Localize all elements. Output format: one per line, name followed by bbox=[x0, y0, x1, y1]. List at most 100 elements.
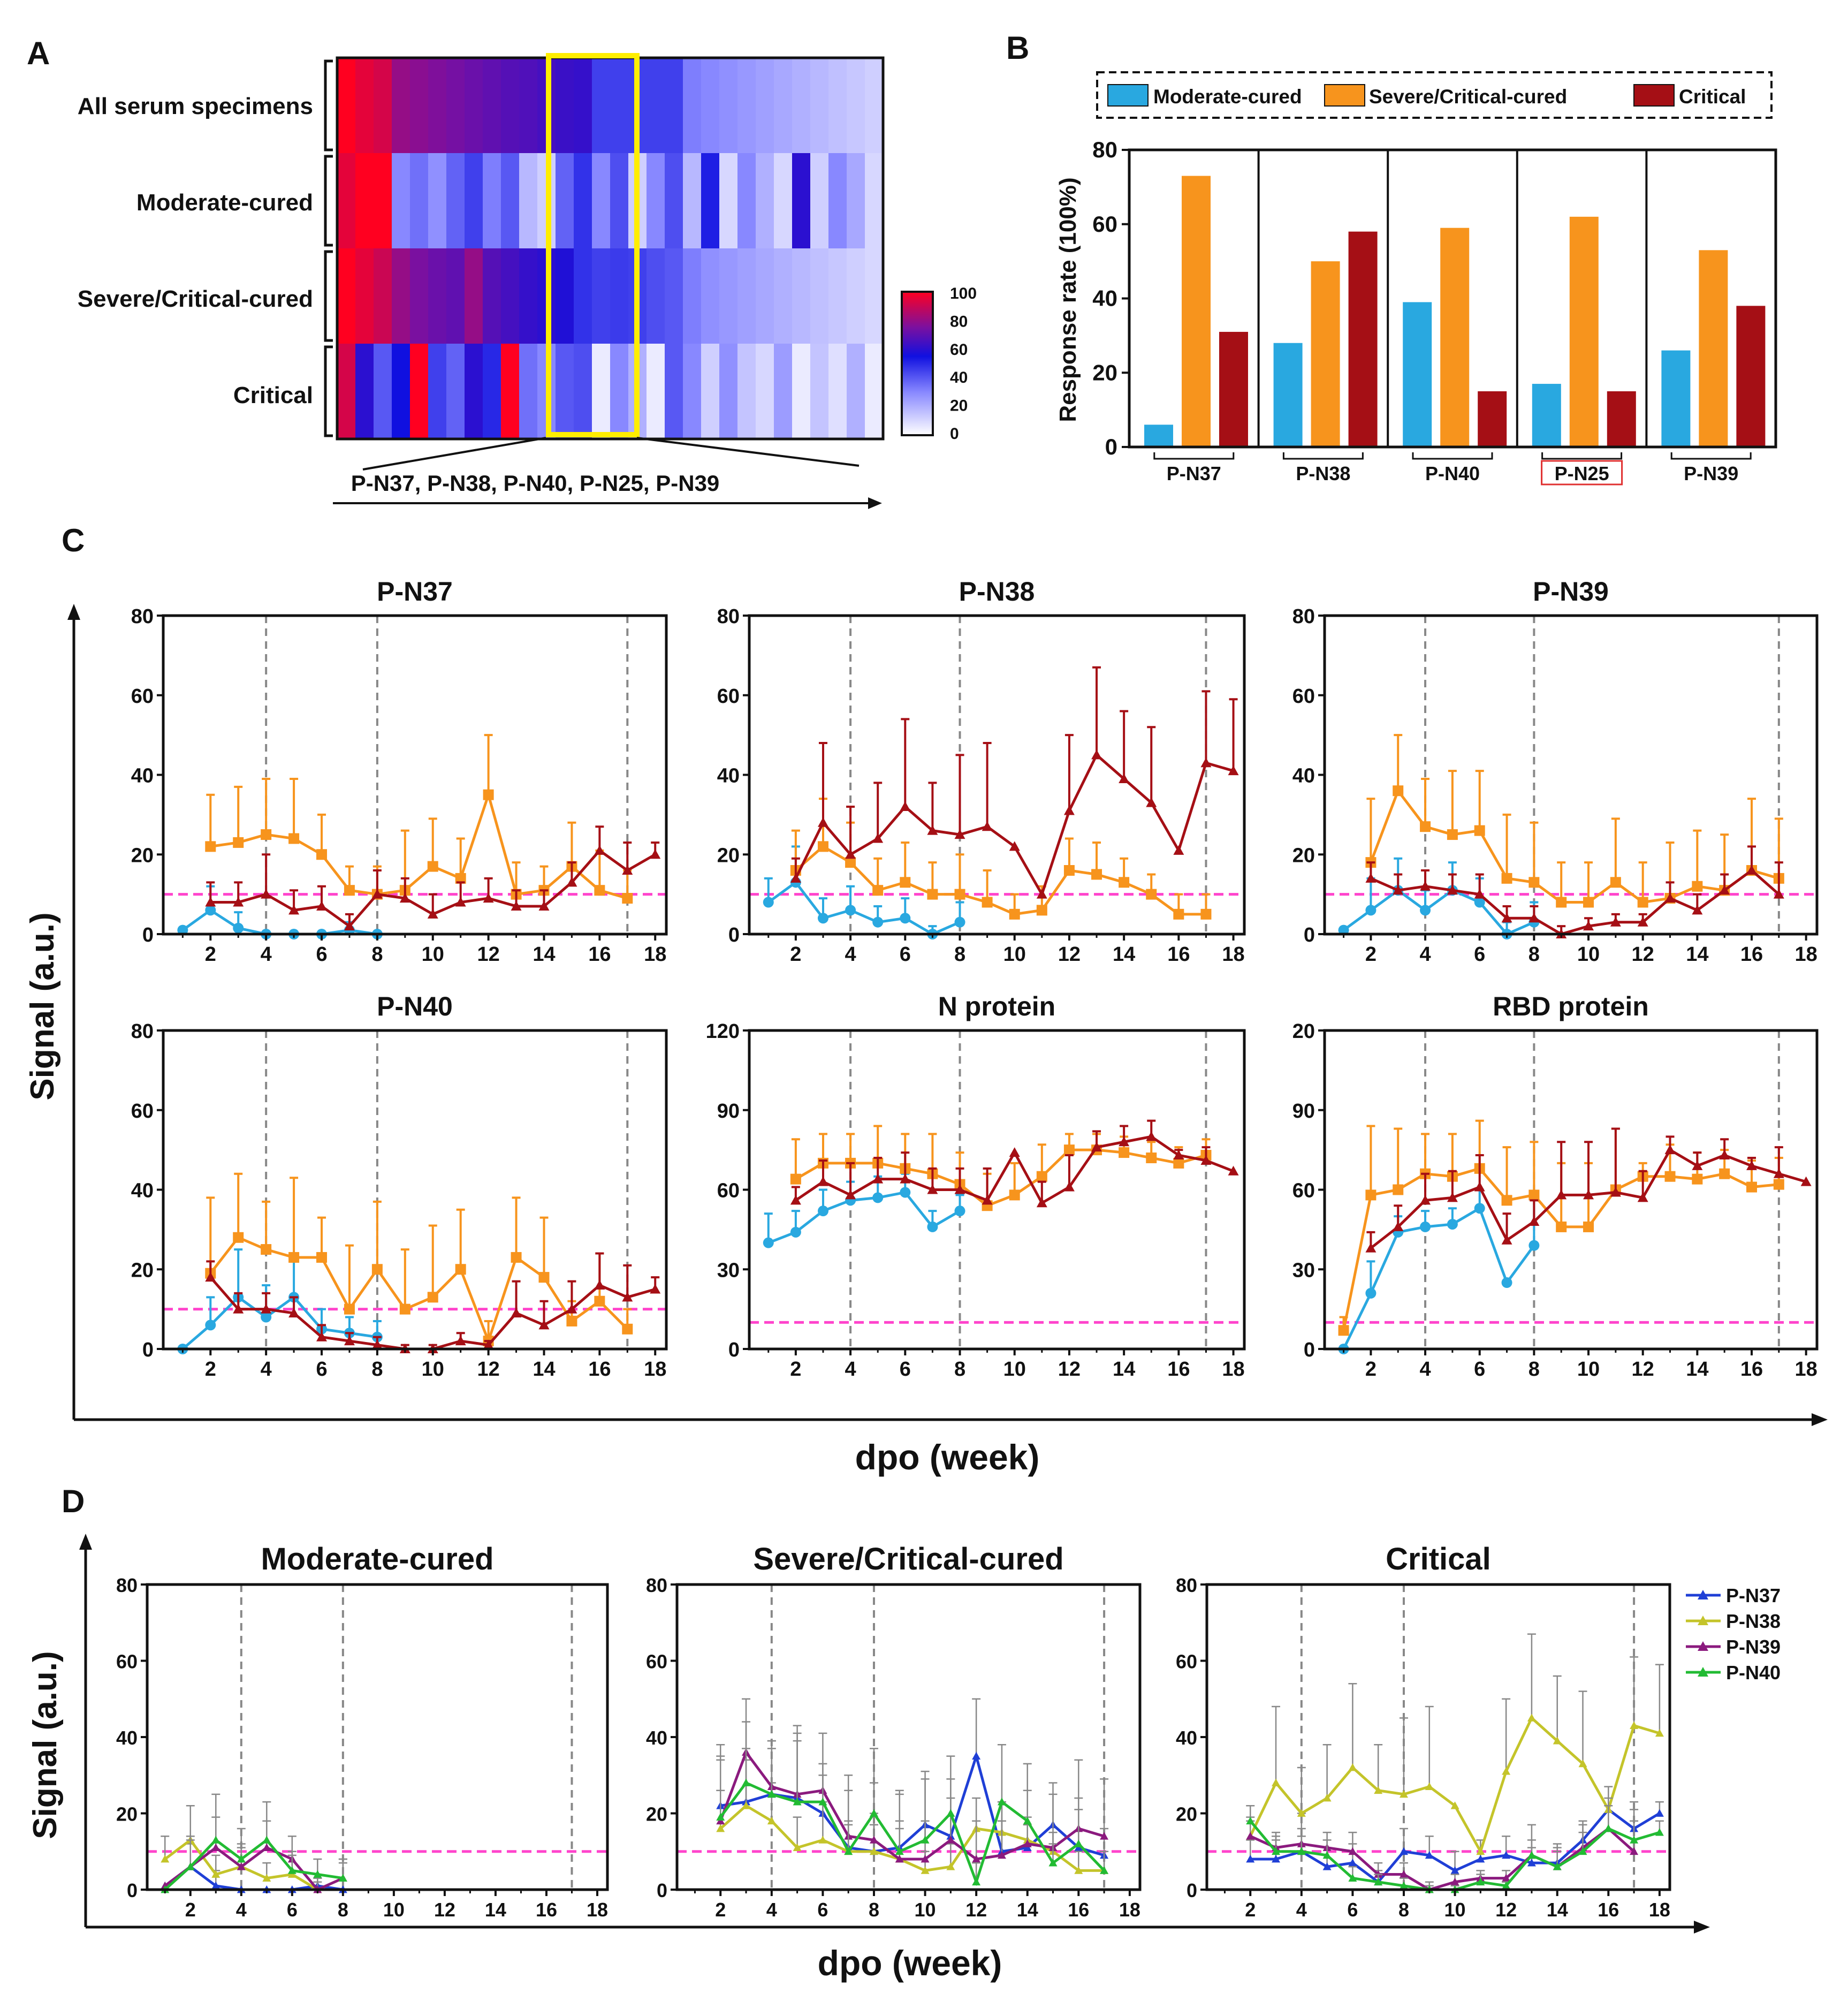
heatmap-cell bbox=[392, 153, 410, 249]
data-point bbox=[1420, 1221, 1431, 1232]
category-bracket bbox=[1282, 452, 1364, 460]
line-plot-c2: 0 20 40 60 80 2 4 6 8 10 12 14 16 18 P-N38 bbox=[717, 577, 1246, 966]
data-point bbox=[1399, 1870, 1408, 1878]
data-point bbox=[1420, 905, 1431, 916]
heatmap-cell bbox=[374, 58, 392, 154]
heatmap-cells bbox=[337, 58, 884, 439]
data-point bbox=[818, 1836, 827, 1844]
data-point bbox=[1447, 1218, 1458, 1230]
heatmap-cell bbox=[592, 248, 611, 344]
data-point bbox=[1091, 1142, 1102, 1152]
data-point bbox=[1393, 885, 1404, 895]
panel-label-c: C bbox=[62, 522, 85, 558]
data-point bbox=[1528, 1216, 1540, 1226]
x-tick-label: 12 bbox=[477, 943, 499, 966]
x-tick-label: 12 bbox=[434, 1899, 455, 1921]
data-point bbox=[316, 900, 328, 911]
heatmap-cell bbox=[355, 153, 374, 249]
data-point bbox=[1474, 1203, 1485, 1214]
data-point bbox=[1655, 1828, 1664, 1836]
data-point bbox=[895, 1855, 904, 1863]
series-line-p-n38 bbox=[719, 1804, 1105, 1872]
heatmap-cell bbox=[756, 344, 774, 439]
data-point bbox=[1476, 1855, 1485, 1863]
x-tick-label: 4 bbox=[261, 943, 272, 966]
x-tick-label: 16 bbox=[1740, 1358, 1763, 1381]
data-point bbox=[900, 913, 911, 924]
heatmap-cell bbox=[501, 248, 520, 344]
x-tick-label: 8 bbox=[869, 1899, 879, 1921]
data-point bbox=[1272, 1778, 1281, 1786]
data-point bbox=[1746, 865, 1758, 875]
data-point bbox=[1322, 1794, 1332, 1802]
y-tick-label: 40 bbox=[131, 765, 154, 787]
data-point bbox=[1692, 881, 1703, 892]
x-tick-label: 10 bbox=[1003, 943, 1026, 966]
series-line-p-n39 bbox=[719, 1749, 1105, 1861]
x-tick-label: 4 bbox=[1419, 1358, 1431, 1381]
data-point bbox=[972, 1855, 981, 1863]
data-point bbox=[1501, 1234, 1512, 1245]
data-point bbox=[1450, 1801, 1459, 1809]
data-point bbox=[1100, 1832, 1109, 1840]
heatmap-row-bracket bbox=[324, 155, 333, 247]
legend-label: P-N40 bbox=[1726, 1662, 1781, 1684]
category-bracket bbox=[1412, 452, 1493, 460]
data-point bbox=[1091, 869, 1102, 880]
data-point bbox=[1528, 913, 1540, 923]
data-point bbox=[1399, 1881, 1408, 1890]
data-point bbox=[869, 1847, 878, 1855]
bar-p-n37-critical bbox=[1219, 331, 1248, 447]
x-tick-label: 16 bbox=[1598, 1899, 1619, 1921]
data-point bbox=[1074, 1839, 1083, 1847]
x-tick-label: 16 bbox=[1167, 1358, 1190, 1381]
heatmap-cell bbox=[519, 248, 538, 344]
data-point bbox=[921, 1836, 930, 1844]
data-point bbox=[1063, 865, 1075, 876]
data-point bbox=[1630, 1847, 1639, 1855]
data-point bbox=[622, 1292, 633, 1302]
x-tick-label: 6 bbox=[900, 943, 911, 966]
heatmap-cell bbox=[519, 344, 538, 439]
data-point bbox=[767, 1816, 776, 1825]
bar-p-n38-severe-critical-cured bbox=[1311, 261, 1340, 447]
bar-y-tick-label: 0 bbox=[1105, 434, 1117, 459]
data-point bbox=[1146, 1153, 1157, 1163]
heatmap-cell bbox=[556, 153, 574, 249]
x-tick-label: 8 bbox=[954, 943, 965, 966]
data-point bbox=[1502, 1851, 1511, 1859]
heatmap-cell bbox=[737, 153, 756, 249]
y-tick-label: 20 bbox=[1292, 844, 1315, 867]
x-tick-label: 18 bbox=[587, 1899, 608, 1921]
heatmap-cell bbox=[501, 58, 520, 154]
data-point bbox=[594, 1280, 605, 1290]
data-point bbox=[1228, 765, 1239, 776]
data-point bbox=[313, 1870, 322, 1878]
data-point bbox=[1228, 1165, 1239, 1176]
data-point bbox=[845, 1189, 856, 1200]
data-point bbox=[344, 885, 355, 896]
data-point bbox=[1476, 1847, 1485, 1855]
data-point bbox=[1501, 913, 1512, 923]
x-tick-label: 10 bbox=[1444, 1899, 1466, 1921]
heatmap-cell bbox=[610, 153, 629, 249]
data-point bbox=[1719, 1150, 1730, 1160]
y-tick-label: 120 bbox=[706, 1020, 740, 1043]
data-point bbox=[1447, 885, 1458, 895]
data-point bbox=[205, 1272, 216, 1282]
data-point bbox=[1447, 829, 1458, 840]
d-y-axis-label: Signal (a.u.) bbox=[27, 1651, 64, 1839]
heatmap-cell bbox=[410, 344, 429, 439]
x-tick-label: 8 bbox=[371, 1358, 383, 1381]
y-tick-label: 60 bbox=[116, 1651, 138, 1673]
legend-marker bbox=[1698, 1616, 1708, 1625]
data-point bbox=[972, 1877, 981, 1886]
data-point bbox=[594, 1295, 605, 1307]
d-y-arrowhead bbox=[79, 1534, 92, 1550]
data-point bbox=[982, 1195, 993, 1205]
heatmap-cell bbox=[756, 248, 774, 344]
data-point bbox=[371, 1264, 383, 1275]
heatmap-highlight-box bbox=[546, 53, 640, 437]
